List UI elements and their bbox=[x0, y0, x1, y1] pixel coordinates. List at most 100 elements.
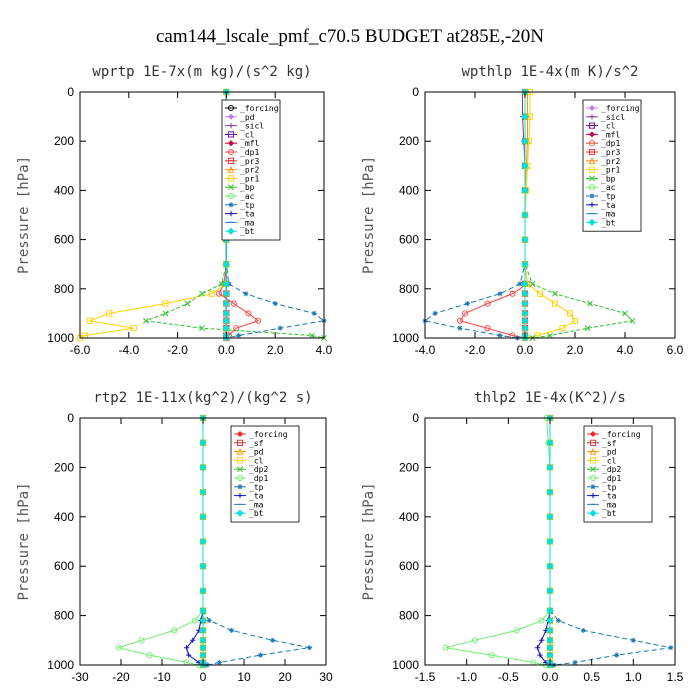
data-point bbox=[222, 324, 230, 332]
data-point bbox=[538, 617, 545, 624]
data-point bbox=[106, 310, 113, 317]
legend-marker bbox=[589, 457, 597, 464]
legend-item: _sf bbox=[234, 439, 264, 448]
legend-label: _dp1 bbox=[249, 474, 268, 483]
y-tick-label: 400 bbox=[54, 510, 74, 524]
data-point bbox=[529, 280, 536, 287]
legend-marker bbox=[590, 493, 596, 499]
series-line bbox=[524, 92, 576, 339]
legend-marker bbox=[588, 122, 596, 129]
y-tick-label: 600 bbox=[54, 233, 74, 247]
legend-marker bbox=[589, 175, 595, 182]
y-tick-label: 200 bbox=[54, 134, 74, 148]
data-point bbox=[255, 317, 262, 324]
chart-panel-1: wprtp 1E-7x(m kg)/(s^2 kg) Pressure [hPa]… bbox=[16, 64, 333, 357]
x-tick-label: 4.0 bbox=[316, 343, 333, 357]
data-point bbox=[559, 325, 566, 332]
legend-marker bbox=[588, 104, 596, 112]
data-point bbox=[229, 627, 235, 634]
data-point bbox=[484, 325, 491, 332]
data-point bbox=[536, 290, 544, 297]
legend-label: _dp2 bbox=[602, 465, 621, 474]
legend-marker bbox=[589, 439, 597, 446]
data-point bbox=[546, 439, 554, 447]
legend-marker bbox=[228, 123, 234, 129]
legend-label: _pd bbox=[602, 448, 617, 457]
legend-label: _ma bbox=[249, 500, 264, 509]
series-dp1 bbox=[442, 414, 554, 669]
data-point bbox=[546, 537, 554, 546]
legend: _forcing_pd_sicl_cl_mfl_dp1_pr3_pr2_pr1_… bbox=[221, 99, 281, 241]
data-point bbox=[546, 488, 554, 496]
legend-item: _bt bbox=[587, 509, 617, 518]
data-point bbox=[216, 290, 223, 297]
legend-item: _bp bbox=[586, 174, 616, 183]
chart-panel-2: wpthlp 1E-4x(m K)/s^2 Pressure [hPa] -4.0 -… bbox=[361, 64, 684, 357]
data-point bbox=[236, 332, 242, 339]
x-tick-label: 1.0 bbox=[625, 670, 642, 684]
data-point bbox=[199, 636, 207, 644]
legend-label: _ac bbox=[601, 183, 616, 192]
legend-label: _cl bbox=[602, 456, 617, 465]
data-point bbox=[546, 644, 554, 652]
legend-label: _ac bbox=[240, 192, 255, 201]
data-point bbox=[534, 645, 541, 651]
data-point bbox=[199, 537, 207, 546]
legend-item: _pd bbox=[225, 113, 255, 122]
data-point bbox=[115, 644, 122, 651]
legend-item: _pr2 bbox=[586, 157, 620, 166]
legend-marker bbox=[236, 439, 244, 446]
legend-label: _pr2 bbox=[601, 157, 620, 166]
series-line bbox=[445, 417, 551, 666]
legend-label: _ta bbox=[602, 492, 617, 501]
legend-item: _pr3 bbox=[225, 157, 259, 166]
legend-label: _bt bbox=[601, 218, 616, 227]
y-tick-label: 0 bbox=[67, 85, 74, 99]
legend-marker bbox=[589, 430, 597, 438]
legend-marker bbox=[227, 148, 235, 156]
legend-label: _dp1 bbox=[240, 148, 259, 157]
legend-label: _pr3 bbox=[240, 157, 259, 166]
legend-item: _dp1 bbox=[234, 474, 268, 483]
x-tick-label: 2.0 bbox=[567, 343, 584, 357]
legend-item: _forcing bbox=[225, 104, 279, 113]
series-pr1 bbox=[521, 88, 579, 342]
data-point bbox=[199, 587, 207, 595]
legend-marker bbox=[227, 175, 235, 182]
data-point bbox=[222, 260, 230, 268]
legend-item: _ac bbox=[586, 183, 616, 192]
data-point bbox=[521, 300, 529, 308]
data-point bbox=[471, 637, 479, 644]
y-tick-label: 1000 bbox=[47, 658, 74, 672]
legend-item: _bt bbox=[234, 509, 264, 518]
data-point bbox=[614, 652, 620, 658]
data-point bbox=[199, 513, 207, 521]
legend-label: _tp bbox=[601, 192, 616, 201]
data-point bbox=[546, 617, 554, 625]
data-point bbox=[461, 310, 469, 317]
legend-item: _pd bbox=[234, 448, 264, 457]
data-point bbox=[546, 463, 554, 471]
chart-panels: wprtp 1E-7x(m kg)/(s^2 kg) Pressure [hPa]… bbox=[16, 64, 684, 684]
legend-label: _tp bbox=[249, 483, 264, 492]
legend-marker bbox=[588, 157, 596, 164]
legend-label: _forcing bbox=[240, 104, 279, 113]
data-point bbox=[206, 617, 212, 624]
legend-marker bbox=[237, 493, 243, 499]
data-point bbox=[277, 325, 283, 331]
legend-item: _sf bbox=[587, 439, 617, 448]
legend-item: _ma bbox=[587, 500, 617, 509]
legend-label: _pd bbox=[249, 448, 264, 457]
legend-marker bbox=[589, 509, 597, 517]
y-tick-label: 200 bbox=[54, 460, 74, 474]
data-point bbox=[521, 280, 529, 288]
legend-marker bbox=[227, 157, 235, 164]
legend-label: _cl bbox=[601, 122, 616, 131]
data-point bbox=[199, 439, 207, 447]
legend-label: _bp bbox=[601, 174, 616, 183]
legend-item: _sicl bbox=[225, 122, 264, 131]
y-tick-label: 0 bbox=[412, 411, 419, 425]
data-point bbox=[552, 290, 558, 297]
y-axis-label: Pressure [hPa] bbox=[361, 156, 377, 274]
data-point bbox=[222, 317, 230, 325]
